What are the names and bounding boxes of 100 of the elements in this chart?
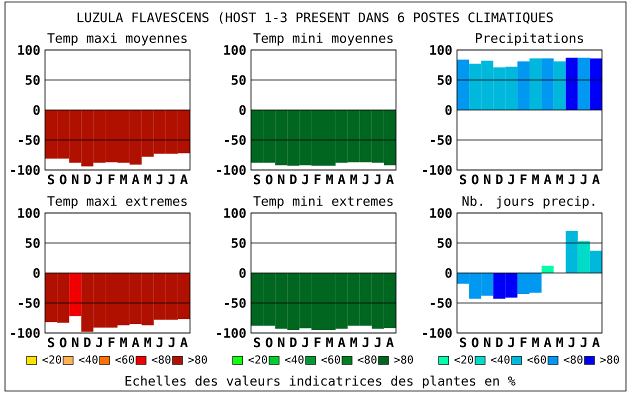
x-tick-label: M xyxy=(350,174,358,184)
y-tick-label: 100 xyxy=(224,208,246,218)
bar xyxy=(554,61,566,110)
y-tick-label: -100 xyxy=(217,165,246,175)
legend-label: >80 xyxy=(394,355,413,364)
legend-label: <80 xyxy=(358,355,376,364)
x-tick-label: D xyxy=(496,174,503,184)
x-tick-label: M xyxy=(532,174,539,184)
chart-title: Precipitations xyxy=(476,32,583,46)
y-tick-label: 50 xyxy=(438,75,452,85)
x-tick-label: F xyxy=(520,174,527,184)
x-tick-label: D xyxy=(290,338,297,347)
y-tick-label: 100 xyxy=(18,45,40,55)
x-tick-label: J xyxy=(508,174,514,184)
x-tick-label: J xyxy=(302,338,308,348)
x-tick-label: J xyxy=(568,338,574,348)
x-tick-label: A xyxy=(592,174,600,184)
x-tick-label: M xyxy=(326,174,333,184)
x-tick-label: A xyxy=(180,174,188,184)
x-tick-label: S xyxy=(48,338,54,348)
bar xyxy=(578,241,590,273)
x-tick-label: O xyxy=(472,174,478,184)
x-tick-label: J xyxy=(156,338,162,348)
x-tick-label: F xyxy=(314,338,321,347)
x-tick-label: N xyxy=(72,338,78,347)
x-tick-label: N xyxy=(484,174,490,184)
x-tick-label: A xyxy=(544,338,552,347)
legend-label: <60 xyxy=(321,355,340,364)
x-tick-label: A xyxy=(386,174,394,184)
chart-title: Nb. jours precip. xyxy=(462,196,594,208)
x-tick-label: J xyxy=(580,338,586,348)
x-tick-label: J xyxy=(96,338,102,348)
x-tick-label: F xyxy=(520,338,527,347)
x-tick-label: J xyxy=(374,338,380,348)
y-tick-label: -100 xyxy=(217,328,246,338)
x-tick-label: J xyxy=(156,174,162,184)
x-tick-label: D xyxy=(496,338,503,347)
y-tick-label: 0 xyxy=(239,268,246,278)
x-tick-label: J xyxy=(508,338,514,348)
chart-title: Temp mini extremes xyxy=(253,196,393,208)
x-tick-label: O xyxy=(266,174,272,184)
x-tick-label: J xyxy=(362,174,368,184)
x-tick-label: A xyxy=(338,338,346,347)
x-tick-label: S xyxy=(254,338,260,348)
x-tick-label: M xyxy=(556,174,564,184)
x-tick-label: N xyxy=(278,338,284,347)
y-tick-label: 50 xyxy=(26,75,40,85)
y-tick-label: -50 xyxy=(430,135,452,145)
bar xyxy=(578,58,590,110)
x-tick-label: O xyxy=(60,338,66,348)
y-tick-label: 0 xyxy=(33,105,40,115)
y-tick-label: -50 xyxy=(18,135,40,145)
legend-label: <40 xyxy=(78,355,98,364)
legend-label: <20 xyxy=(454,355,474,364)
x-tick-label: M xyxy=(144,174,152,184)
x-tick-label: S xyxy=(48,174,54,184)
y-tick-label: 100 xyxy=(430,45,452,55)
x-tick-label: S xyxy=(460,338,466,348)
bar xyxy=(542,266,554,273)
chart-title: Temp maxi moyennes xyxy=(47,32,187,46)
x-tick-label: N xyxy=(72,174,78,184)
x-tick-label: A xyxy=(338,174,346,184)
x-tick-label: A xyxy=(544,174,552,184)
x-tick-label: O xyxy=(472,338,478,348)
chart-title: Temp maxi extremes xyxy=(47,196,187,208)
x-tick-label: S xyxy=(460,174,466,184)
legend-label: >80 xyxy=(188,355,207,364)
x-tick-label: F xyxy=(108,338,115,347)
bar xyxy=(542,58,554,110)
x-tick-label: F xyxy=(108,174,115,184)
chart-title: Temp mini moyennes xyxy=(253,32,393,46)
x-tick-label: A xyxy=(180,338,188,347)
legend-label: <20 xyxy=(42,355,62,364)
x-tick-label: F xyxy=(314,174,321,184)
x-tick-label: M xyxy=(556,338,564,347)
y-tick-label: 50 xyxy=(438,238,452,248)
legend-label: <60 xyxy=(115,355,134,364)
x-tick-label: N xyxy=(278,174,284,184)
y-tick-label: -100 xyxy=(11,165,40,175)
bar xyxy=(566,230,578,273)
y-tick-label: -50 xyxy=(430,298,452,308)
y-tick-label: 0 xyxy=(445,105,452,115)
text: Echelles des valeurs indicatrices des plantes en % xyxy=(126,376,516,388)
x-tick-label: S xyxy=(254,174,260,184)
y-tick-label: 100 xyxy=(18,208,40,218)
bar xyxy=(590,250,602,273)
y-tick-label: 100 xyxy=(430,208,452,218)
x-tick-label: J xyxy=(168,174,174,184)
y-tick-label: -50 xyxy=(224,298,246,308)
x-tick-label: J xyxy=(362,338,368,348)
x-tick-label: A xyxy=(386,338,394,347)
x-tick-label: M xyxy=(144,338,152,347)
x-tick-label: A xyxy=(132,338,140,347)
x-tick-label: J xyxy=(302,174,308,184)
legend-label: <80 xyxy=(564,355,582,364)
y-tick-label: 0 xyxy=(445,268,452,278)
bar xyxy=(517,61,530,110)
x-tick-label: J xyxy=(374,174,380,184)
x-tick-label: M xyxy=(350,338,358,347)
x-tick-label: A xyxy=(132,174,140,184)
